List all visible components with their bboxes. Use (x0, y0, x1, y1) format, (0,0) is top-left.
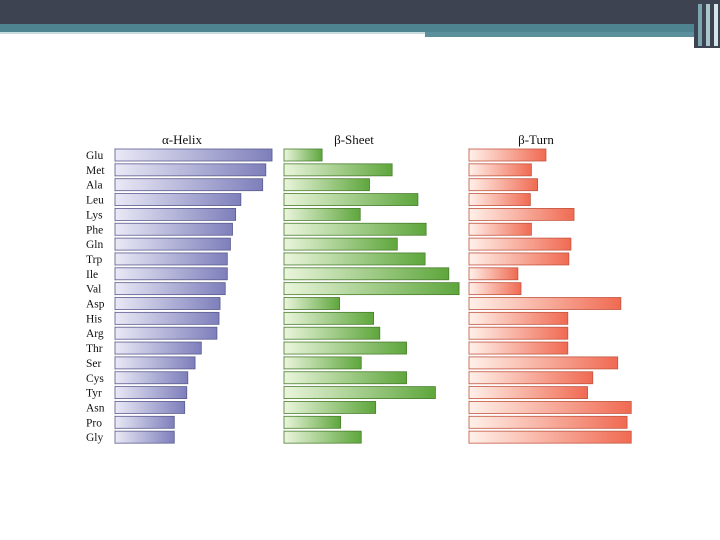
bar-1-val (114, 282, 226, 296)
category-label-gln: Gln (86, 239, 104, 251)
bar-3-gly (468, 430, 632, 444)
bar-3-gln (468, 237, 572, 251)
category-label-asn: Asn (86, 402, 105, 414)
bar-3-ala (468, 178, 539, 192)
bar-1-ser (114, 356, 196, 370)
panel-title-3: β-Turn (518, 132, 554, 147)
category-label-his: His (86, 313, 103, 325)
bar-3-glu (468, 148, 547, 162)
bar-2-tyr (283, 386, 436, 400)
bar-3-met (468, 163, 532, 177)
bar-2-asn (283, 401, 377, 414)
header-band (0, 0, 720, 24)
bar-2-val (283, 282, 460, 296)
panel-title-1: α-Helix (162, 132, 203, 147)
bar-3-ile (468, 267, 519, 281)
category-label-asp: Asp (86, 299, 105, 311)
bar-1-arg (114, 326, 218, 340)
bar-1-ala (114, 178, 264, 192)
bar-1-thr (114, 341, 202, 355)
bar-3-his (468, 311, 569, 325)
bar-1-ile (114, 267, 228, 281)
bar-3-pro (468, 415, 628, 429)
bar-2-gly (283, 430, 362, 444)
bar-2-pro (283, 415, 342, 429)
category-label-leu: Leu (86, 195, 104, 207)
panels: α-Helix β-Sheet β-Turn (114, 132, 632, 444)
header-thin-line (0, 32, 425, 34)
bar-3-leu (468, 193, 531, 206)
category-label-phe: Phe (86, 224, 103, 236)
category-label-ser: Ser (86, 358, 102, 370)
bar-1-trp (114, 252, 228, 266)
bar-1-pro (114, 415, 175, 429)
category-label-lys: Lys (86, 209, 103, 221)
bar-1-glu (114, 148, 273, 162)
bar-3-trp (468, 252, 570, 266)
bar-1-leu (114, 193, 242, 206)
bar-2-ile (283, 267, 450, 281)
panel-title-2: β-Sheet (334, 132, 374, 147)
bar-2-arg (283, 326, 381, 340)
corner-decoration (694, 0, 720, 48)
category-label-gly: Gly (86, 432, 104, 444)
bar-2-ser (283, 356, 362, 370)
bar-1-gly (114, 430, 175, 444)
category-label-met: Met (86, 165, 105, 177)
bar-2-ala (283, 178, 370, 192)
bar-1-asp (114, 297, 221, 310)
bar-3-cys (468, 371, 594, 385)
panel-2: β-Sheet (283, 132, 460, 444)
bar-3-asn (468, 401, 632, 414)
bar-1-cys (114, 371, 189, 385)
bar-1-met (114, 163, 267, 177)
category-label-thr: Thr (86, 343, 103, 355)
category-label-pro: Pro (86, 417, 102, 429)
category-label-trp: Trp (86, 254, 102, 266)
bar-2-thr (283, 341, 407, 355)
category-label-ala: Ala (86, 180, 103, 192)
header-accent-line (425, 32, 720, 37)
bar-2-glu (283, 148, 323, 162)
bar-2-lys (283, 207, 361, 221)
bar-3-val (468, 282, 522, 296)
category-label-glu: Glu (86, 150, 104, 162)
bar-2-his (283, 311, 375, 325)
panel-3: β-Turn (468, 132, 632, 444)
category-label-val: Val (86, 284, 101, 296)
category-label-tyr: Tyr (86, 388, 102, 400)
bar-2-cys (283, 371, 407, 385)
bar-3-ser (468, 356, 619, 370)
bar-3-tyr (468, 386, 588, 400)
bar-2-phe (283, 222, 427, 236)
bar-2-trp (283, 252, 426, 266)
bar-3-lys (468, 207, 575, 221)
bar-1-lys (114, 207, 237, 221)
bar-1-asn (114, 401, 186, 414)
panel-1: α-Helix (114, 132, 273, 444)
bar-1-tyr (114, 386, 188, 400)
bar-3-asp (468, 297, 622, 310)
bar-2-gln (283, 237, 398, 251)
category-label-cys: Cys (86, 373, 104, 385)
bar-2-leu (283, 193, 419, 206)
category-labels: Glu Met Ala Leu Lys Phe Gln Trp Ile Val Asp His Arg T… (86, 150, 105, 444)
bar-2-asp (283, 297, 341, 310)
bar-2-met (283, 163, 393, 177)
header-stripe (0, 24, 720, 32)
category-label-arg: Arg (86, 328, 104, 340)
bar-1-his (114, 311, 220, 325)
bar-3-thr (468, 341, 569, 355)
bar-1-gln (114, 237, 231, 251)
bar-3-phe (468, 222, 532, 236)
bar-1-phe (114, 222, 233, 236)
bar-3-arg (468, 326, 569, 340)
category-label-ile: Ile (86, 269, 98, 281)
